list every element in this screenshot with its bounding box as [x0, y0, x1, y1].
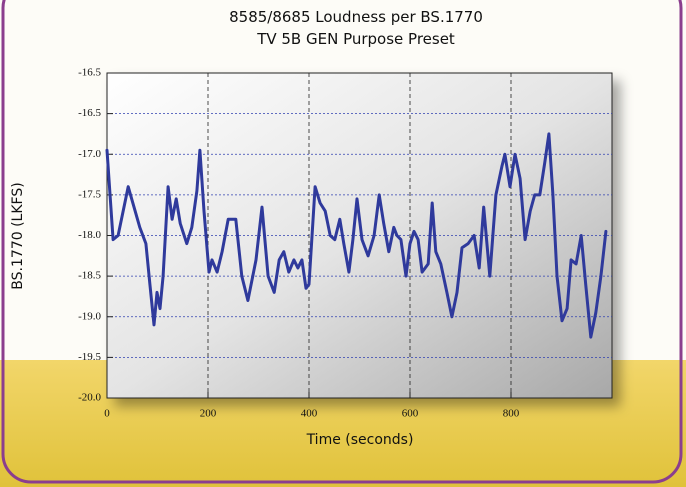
chart-subtitle: TV 5B GEN Purpose Preset	[256, 30, 455, 48]
y-tick-label: -18.0	[78, 229, 101, 241]
y-tick-label: -19.5	[78, 351, 101, 363]
y-tick-label: -20.0	[78, 392, 101, 404]
page: {"chart_data": { "type": "line", "title"…	[0, 0, 686, 487]
x-tick-label: 400	[301, 408, 318, 420]
x-tick-label: 200	[200, 408, 217, 420]
x-tick-label: 800	[503, 408, 520, 420]
y-tick-label: -16.5	[78, 67, 101, 79]
x-tick-label: 0	[104, 408, 110, 420]
y-axis-label: BS.1770 (LKFS)	[10, 182, 26, 289]
chart: 8585/8685 Loudness per BS.1770 TV 5B GEN…	[0, 0, 686, 487]
y-tick-label: -16.5	[78, 107, 101, 119]
y-tick-label: -18.5	[78, 270, 101, 282]
y-tick-label: -19.0	[78, 310, 101, 322]
y-tick-label: -17.0	[78, 148, 101, 160]
x-tick-label: 600	[402, 408, 419, 420]
x-axis-label: Time (seconds)	[306, 432, 414, 448]
y-tick-label: -17.5	[78, 188, 101, 200]
chart-title: 8585/8685 Loudness per BS.1770	[229, 8, 483, 26]
